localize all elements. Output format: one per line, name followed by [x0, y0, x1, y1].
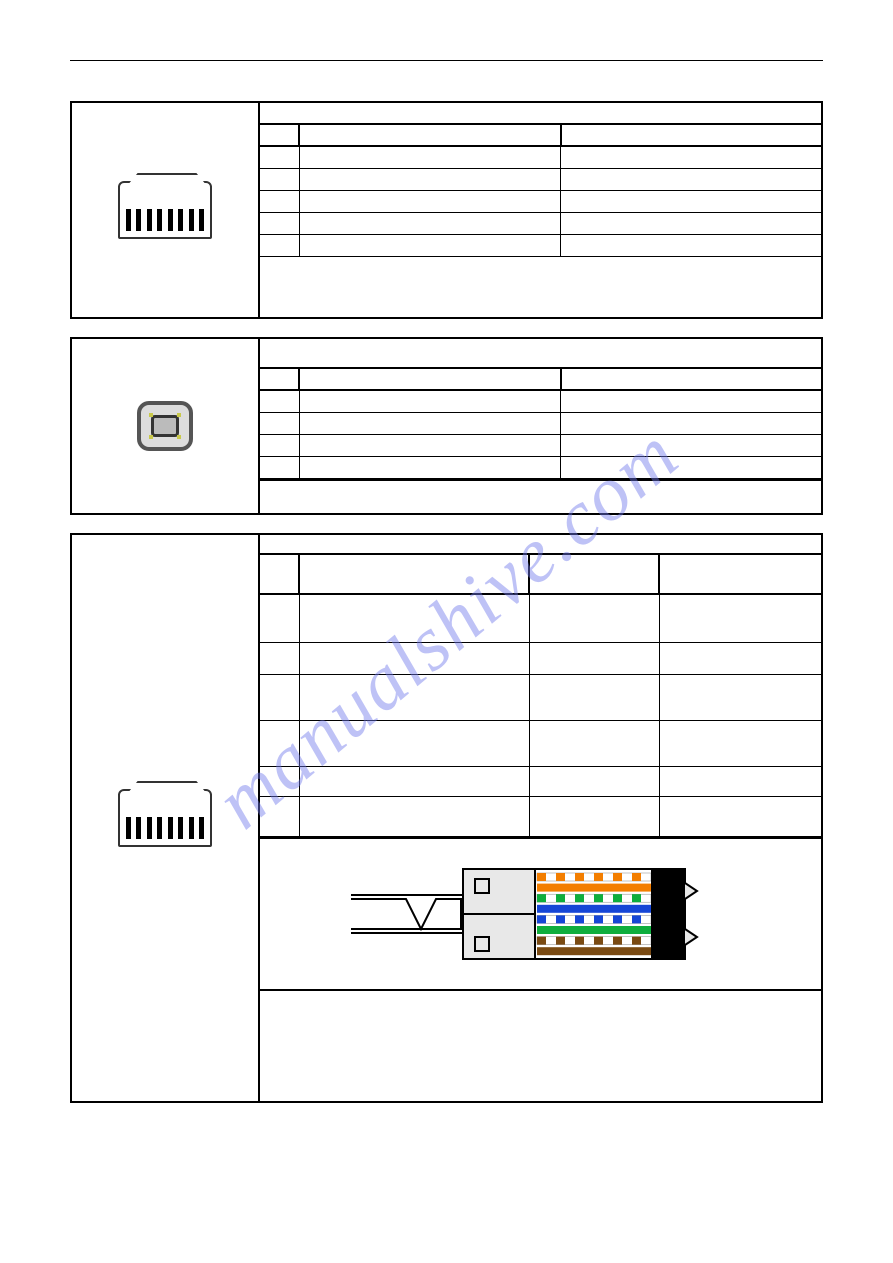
connector-block-1: [70, 101, 823, 319]
connector-block-3: [70, 533, 823, 1103]
cell-pin: [260, 457, 300, 478]
cell-pin: [260, 435, 300, 456]
block3-header: [260, 555, 821, 595]
hdr-name: [300, 369, 562, 389]
block3-note: [260, 991, 821, 1091]
block2-note: [260, 479, 821, 513]
cell-dir: [530, 767, 660, 796]
hdr-pin: [260, 125, 300, 145]
cell-pin: [260, 413, 300, 434]
table-row: [260, 235, 821, 257]
cell-dir: [530, 797, 660, 836]
hdr-desc: [562, 369, 822, 389]
cell-col: [660, 643, 821, 674]
block2-title: [260, 339, 821, 369]
block2-header: [260, 369, 821, 391]
cell-dir: [530, 643, 660, 674]
cell-sig: [300, 675, 530, 720]
cell-pin: [260, 391, 300, 412]
cell-name: [300, 147, 561, 168]
cell-desc: [561, 147, 821, 168]
table-row: [260, 213, 821, 235]
cell-sig: [300, 721, 530, 766]
cell-pin: [260, 675, 300, 720]
table-row: [260, 169, 821, 191]
usb-b-icon: [137, 401, 193, 451]
hdr-pin: [260, 555, 300, 593]
cell-col: [660, 721, 821, 766]
rj45-icon: [118, 181, 212, 239]
table-row: [260, 391, 821, 413]
hdr-name: [300, 125, 562, 145]
hdr-pin: [260, 369, 300, 389]
cell-desc: [561, 213, 821, 234]
cell-desc: [561, 235, 821, 256]
table-row: [260, 147, 821, 169]
table-row: [260, 767, 821, 797]
cell-name: [300, 213, 561, 234]
cell-pin: [260, 643, 300, 674]
cell-name: [300, 235, 561, 256]
cell-name: [300, 457, 561, 478]
rj45-icon: [118, 789, 212, 847]
cell-dir: [530, 721, 660, 766]
connector-block-2: [70, 337, 823, 515]
table-row: [260, 191, 821, 213]
cell-desc: [561, 169, 821, 190]
cell-col: [660, 595, 821, 642]
cell-desc: [561, 391, 821, 412]
hdr-desc: [562, 125, 822, 145]
cell-desc: [561, 457, 821, 478]
cell-desc: [561, 413, 821, 434]
cell-sig: [300, 643, 530, 674]
hdr-col: [660, 555, 821, 593]
table-row: [260, 643, 821, 675]
hdr-sig: [300, 555, 530, 593]
top-rule: [70, 60, 823, 61]
block3-title: [260, 535, 821, 555]
table-row: [260, 457, 821, 479]
cell-col: [660, 767, 821, 796]
cell-name: [300, 191, 561, 212]
block1-icon-cell: [72, 103, 260, 317]
block1-title: [260, 103, 821, 125]
cell-name: [300, 391, 561, 412]
cell-pin: [260, 767, 300, 796]
cell-pin: [260, 595, 300, 642]
cell-pin: [260, 797, 300, 836]
block1-note: [260, 257, 821, 317]
cell-name: [300, 435, 561, 456]
table-row: [260, 435, 821, 457]
cell-pin: [260, 169, 300, 190]
block1-header: [260, 125, 821, 147]
table-row: [260, 721, 821, 767]
rj45-plug-diagram: [260, 837, 821, 991]
cell-desc: [561, 435, 821, 456]
hdr-dir: [530, 555, 660, 593]
cell-sig: [300, 797, 530, 836]
cell-col: [660, 675, 821, 720]
cell-dir: [530, 675, 660, 720]
cell-pin: [260, 191, 300, 212]
cell-col: [660, 797, 821, 836]
cell-pin: [260, 721, 300, 766]
cell-name: [300, 169, 561, 190]
cell-sig: [300, 767, 530, 796]
cell-pin: [260, 147, 300, 168]
table-row: [260, 675, 821, 721]
cell-dir: [530, 595, 660, 642]
cell-desc: [561, 191, 821, 212]
table-row: [260, 797, 821, 837]
cell-pin: [260, 235, 300, 256]
table-row: [260, 595, 821, 643]
table-row: [260, 413, 821, 435]
block3-icon-cell: [72, 535, 260, 1101]
cell-pin: [260, 213, 300, 234]
cell-sig: [300, 595, 530, 642]
plug-svg: [351, 849, 731, 979]
block2-icon-cell: [72, 339, 260, 513]
cell-name: [300, 413, 561, 434]
